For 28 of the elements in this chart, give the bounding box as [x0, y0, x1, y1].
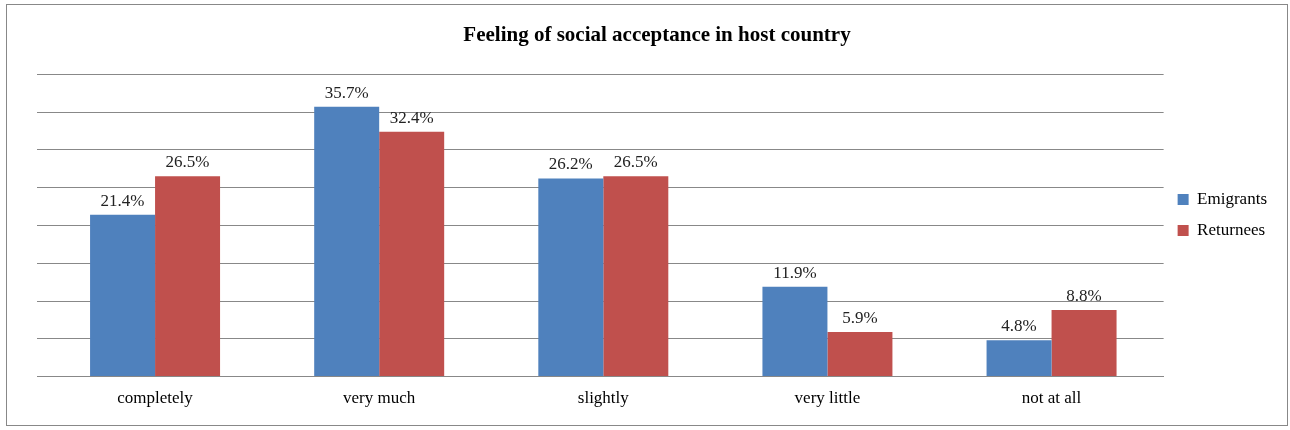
data-label: 5.9% — [842, 307, 878, 327]
bar — [90, 214, 156, 377]
bar — [827, 332, 893, 377]
data-label: 32.4% — [389, 107, 434, 127]
data-label: 4.8% — [1001, 316, 1037, 336]
bar — [379, 131, 445, 377]
data-label: 26.5% — [613, 152, 658, 172]
bar — [762, 286, 828, 377]
bar — [1051, 310, 1117, 377]
chart-title: Feeling of social acceptance in host country — [463, 22, 852, 47]
data-label: 8.8% — [1066, 286, 1102, 306]
x-tick-label: very little — [794, 388, 861, 408]
x-tick-label: not at all — [1021, 388, 1082, 408]
bar — [603, 176, 669, 377]
bar — [155, 176, 221, 377]
x-tick-label: completely — [117, 388, 194, 408]
data-label: 21.4% — [100, 190, 145, 210]
bar — [314, 106, 380, 377]
bar — [986, 340, 1052, 377]
data-label: 26.5% — [165, 152, 210, 172]
legend-label: Returnees — [1197, 219, 1266, 239]
data-label: 26.2% — [548, 154, 593, 174]
data-label: 35.7% — [324, 82, 369, 102]
bar — [538, 178, 604, 377]
x-tick-label: very much — [343, 388, 416, 408]
legend-label: Emigrants — [1197, 188, 1268, 208]
data-label: 11.9% — [773, 262, 817, 282]
x-tick-label: slightly — [577, 388, 630, 408]
